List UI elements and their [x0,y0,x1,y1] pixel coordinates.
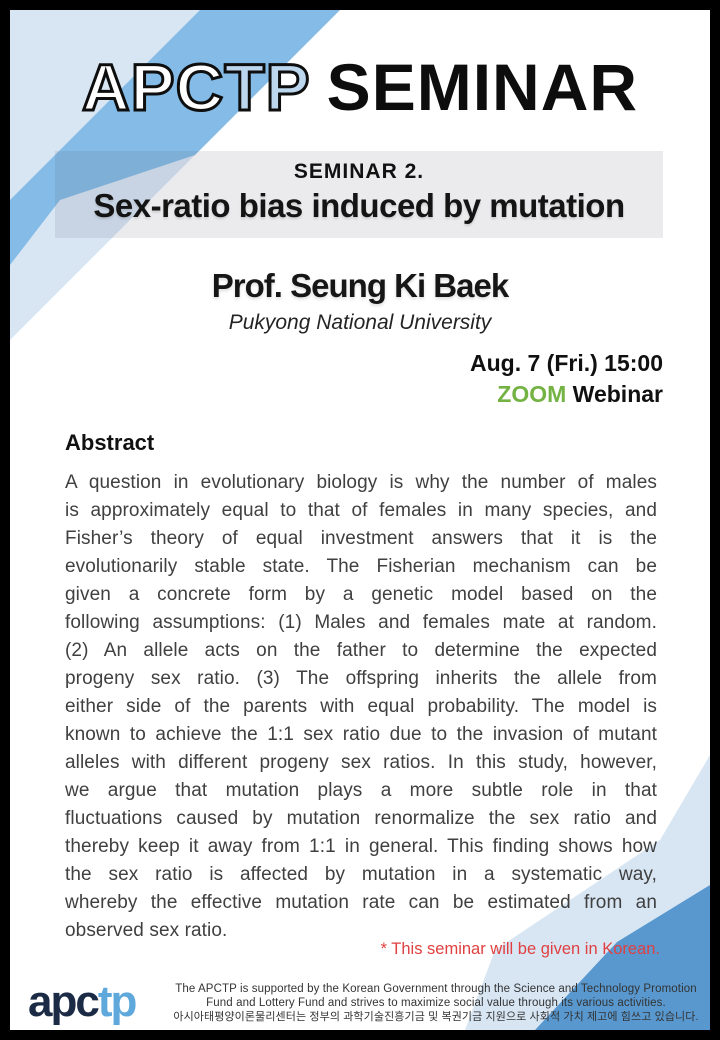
seminar-band: SEMINAR 2. Sex-ratio bias induced by mut… [55,151,663,238]
abstract-line: A question in evolutionary biology is wh… [65,472,657,493]
abstract-line: observed sex ratio. [65,920,228,941]
apctp-logo-apc: apc [28,977,100,1026]
abstract-line: we argue that mutation plays a more subt… [65,780,657,801]
abstract-line: following assumptions: (1) Males and fem… [65,612,657,633]
seminar-number-label: SEMINAR 2. [293,160,425,183]
language-note: * This seminar will be given in Korean. [380,940,660,958]
apctp-logo: apctp [28,976,138,1029]
footer-support-text: The APCTP is supported by the Korean Gov… [160,982,710,1024]
abstract-line: either side of the parents with equal pr… [65,696,657,717]
abstract-line: (2) An allele acts on the father to dete… [65,640,657,661]
platform-zoom-label: ZOOM [497,381,567,407]
platform-webinar-label: Webinar [566,381,663,407]
seminar-datetime: Aug. 7 (Fri.) 15:00 [470,350,663,376]
abstract-line: fluctuations caused by mutation renormal… [65,808,657,829]
abstract-heading: Abstract [65,430,155,455]
brand-outline-apc: APC [80,50,225,124]
abstract-line: alleles with different progeny sex ratio… [65,752,657,773]
abstract-line: known to achieve the 1:1 sex ratio due t… [65,724,657,745]
speaker-name: Prof. Seung Ki Baek [211,267,509,304]
abstract-body: A question in evolutionary biology is wh… [65,469,657,945]
abstract-line: thereby keep it away from 1:1 in general… [65,836,657,857]
abstract-line: progeny sex ratio. (3) The offspring inh… [65,668,657,689]
abstract-line: the sex ratio is affected by mutation in… [65,864,657,885]
seminar-platform: ZOOM Webinar [497,381,663,408]
poster-header-title: APCTP SEMINAR [10,53,710,122]
abstract-line: Fisher’s theory of equal investment answ… [65,528,657,549]
seminar-talk-title: Sex-ratio bias induced by mutation [93,187,625,224]
footer-line-2: Fund and Lottery Fund and strives to max… [206,997,666,1009]
footer-line-1: The APCTP is supported by the Korean Gov… [175,983,697,995]
abstract-line: is approximately equal to that of female… [65,500,657,521]
abstract-line: evolutionarily stable state. The Fisheri… [65,556,657,577]
header-title-seminar: SEMINAR [326,50,639,124]
abstract-line: given a concrete form by a genetic model… [65,584,657,605]
brand-outline-tp: TP [223,50,311,124]
apctp-logo-tp: tp [97,977,138,1026]
abstract-line: whereby the effective mutation rate can … [65,892,657,913]
footer-line-korean: 아시아태평양이론물리센터는 정부의 과학기술진흥기금 및 복권기금 지원으로 사… [173,1011,699,1023]
speaker-affiliation: Pukyong National University [228,311,492,334]
